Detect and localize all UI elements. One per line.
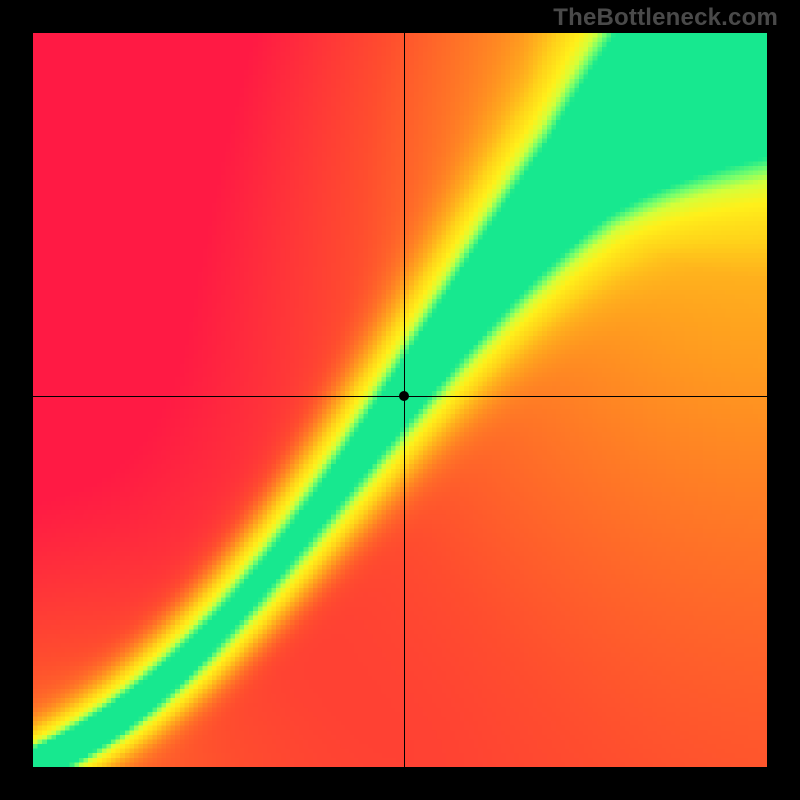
heatmap-canvas: [33, 33, 767, 767]
crosshair-marker: [399, 391, 409, 401]
heatmap-plot: [33, 33, 767, 767]
watermark-text: TheBottleneck.com: [553, 4, 778, 32]
